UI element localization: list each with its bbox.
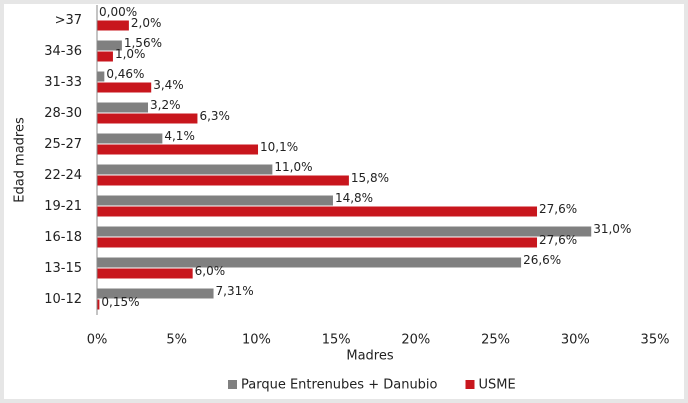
value-label: 0,00%: [99, 5, 137, 19]
x-axis-label: Madres: [346, 349, 393, 364]
value-label: 15,8%: [351, 171, 389, 185]
value-label: 0,15%: [101, 295, 139, 309]
legend-label: USME: [479, 378, 516, 393]
y-tick-label: 16-18: [44, 230, 82, 245]
y-tick-label: >37: [55, 13, 82, 28]
y-axis-label: Edad madres: [13, 117, 28, 203]
x-tick-label: 15%: [322, 333, 351, 348]
bar: [97, 113, 198, 124]
bar: [97, 164, 273, 175]
bar: [97, 144, 259, 155]
bar: [97, 257, 522, 268]
value-label: 3,2%: [150, 98, 181, 112]
value-label: 7,31%: [216, 284, 254, 298]
value-label: 4,1%: [164, 129, 195, 143]
bar: [97, 299, 100, 310]
bar: [97, 71, 105, 82]
y-tick-label: 31-33: [44, 75, 82, 90]
x-tick-label: 25%: [481, 333, 510, 348]
legend-label: Parque Entrenubes + Danubio: [241, 378, 438, 393]
bar: [97, 268, 193, 279]
value-label: 26,6%: [523, 253, 561, 267]
x-tick-label: 5%: [166, 333, 187, 348]
value-label: 27,6%: [539, 202, 577, 216]
x-tick-label: 0%: [87, 333, 108, 348]
x-tick-label: 10%: [242, 333, 271, 348]
bar: [97, 51, 113, 62]
bar: [97, 133, 163, 144]
value-label: 1,0%: [115, 47, 146, 61]
value-label: 6,0%: [195, 264, 226, 278]
legend-swatch: [465, 380, 475, 389]
bar: [97, 20, 129, 31]
y-tick-label: 19-21: [44, 199, 82, 214]
value-label: 0,46%: [106, 67, 144, 81]
value-label: 31,0%: [593, 222, 631, 236]
bar: [97, 195, 333, 206]
y-tick-label: 10-12: [44, 292, 82, 307]
y-tick-label: 13-15: [44, 261, 82, 276]
value-label: 6,3%: [199, 109, 230, 123]
bar: [97, 288, 214, 299]
value-label: 2,0%: [131, 16, 162, 30]
y-tick-label: 34-36: [44, 44, 82, 59]
bar: [97, 206, 538, 217]
value-label: 3,4%: [153, 78, 184, 92]
value-label: 14,8%: [335, 191, 373, 205]
legend-swatch: [228, 380, 237, 389]
bar: [97, 226, 592, 237]
bar: [97, 40, 122, 51]
value-label: 1,56%: [124, 36, 162, 50]
value-label: 27,6%: [539, 233, 577, 247]
x-tick-label: 30%: [561, 333, 590, 348]
y-tick-label: 28-30: [44, 106, 82, 121]
bar: [97, 102, 149, 113]
bar: [97, 237, 538, 248]
x-tick-label: 35%: [641, 333, 670, 348]
bar: [97, 82, 152, 93]
y-tick-label: 25-27: [44, 137, 82, 152]
x-tick-label: 20%: [401, 333, 430, 348]
value-label: 10,1%: [260, 140, 298, 154]
value-label: 11,0%: [274, 160, 312, 174]
bar: [97, 175, 349, 186]
y-tick-label: 22-24: [44, 168, 82, 183]
